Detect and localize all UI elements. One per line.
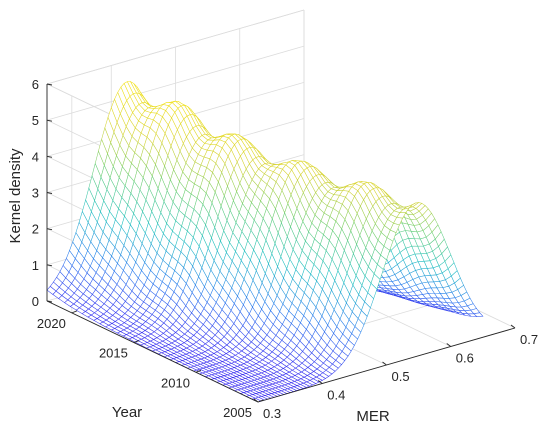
z-tick-label: 6	[32, 77, 39, 92]
z-tick-mark	[46, 264, 53, 267]
x-tick-label: 0.6	[456, 351, 474, 366]
z-tick-mark	[46, 300, 53, 303]
x-tick-mark	[253, 398, 259, 403]
y-tick-label: 2010	[161, 375, 190, 390]
x-tick-mark	[510, 324, 516, 329]
x-tick-label: 0.4	[327, 388, 345, 403]
z-tick-label: 2	[32, 222, 39, 237]
y-tick-mark	[71, 310, 77, 314]
x-axis-label: MER	[356, 408, 390, 425]
y-axis-line	[46, 300, 259, 403]
y-tick-mark	[133, 340, 140, 344]
z-axis-label: Kernel density	[7, 148, 24, 244]
y-tick-mark	[195, 369, 202, 373]
x-tick-mark	[446, 343, 452, 347]
z-tick-label: 0	[32, 294, 39, 309]
tick-layer: 0 1 2 3 4 5 6 2005 2010 2015 2020 0.3 0.4 0.5 0.6 0.7	[32, 77, 538, 421]
z-tick-label: 4	[32, 149, 39, 164]
box-edge	[46, 9, 305, 85]
y-tick-label: 2015	[99, 346, 128, 361]
x-tick-mark	[317, 380, 323, 384]
y-tick-mark	[257, 399, 264, 403]
x-tick-label: 0.3	[263, 406, 281, 421]
y-tick-label: 2005	[223, 405, 252, 420]
z-tick-label: 1	[32, 258, 39, 273]
z-tick-label: 3	[32, 186, 39, 201]
y-axis-label: Year	[112, 404, 142, 421]
z-tick-label: 5	[32, 113, 39, 128]
y-tick-label: 2020	[37, 316, 66, 331]
z-tick-mark	[46, 83, 53, 86]
x-tick-mark	[382, 361, 387, 366]
z-tick-mark	[46, 119, 53, 122]
x-tick-label: 0.7	[520, 332, 538, 347]
x-tick-label: 0.5	[392, 369, 410, 384]
surface-layer	[46, 80, 484, 403]
z-tick-mark	[46, 155, 53, 158]
z-tick-mark	[46, 192, 53, 194]
z-tick-mark	[46, 228, 53, 231]
